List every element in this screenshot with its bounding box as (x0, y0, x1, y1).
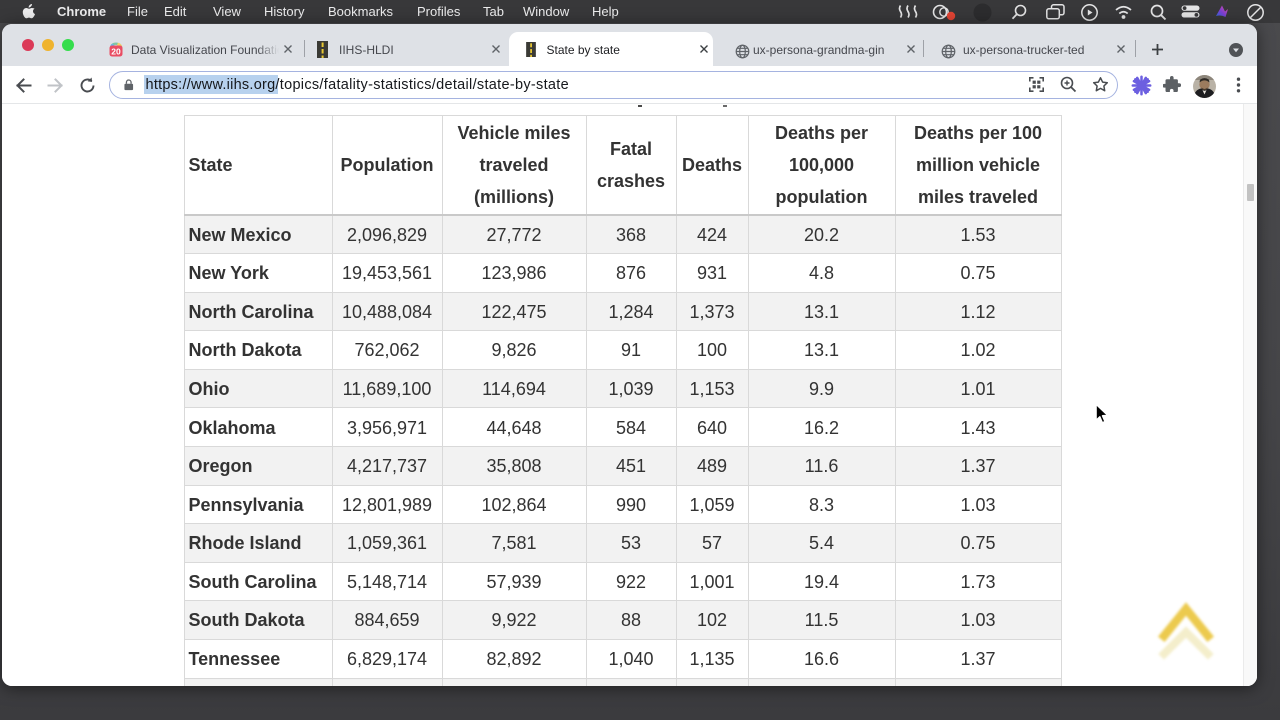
svg-text:20: 20 (111, 46, 121, 56)
